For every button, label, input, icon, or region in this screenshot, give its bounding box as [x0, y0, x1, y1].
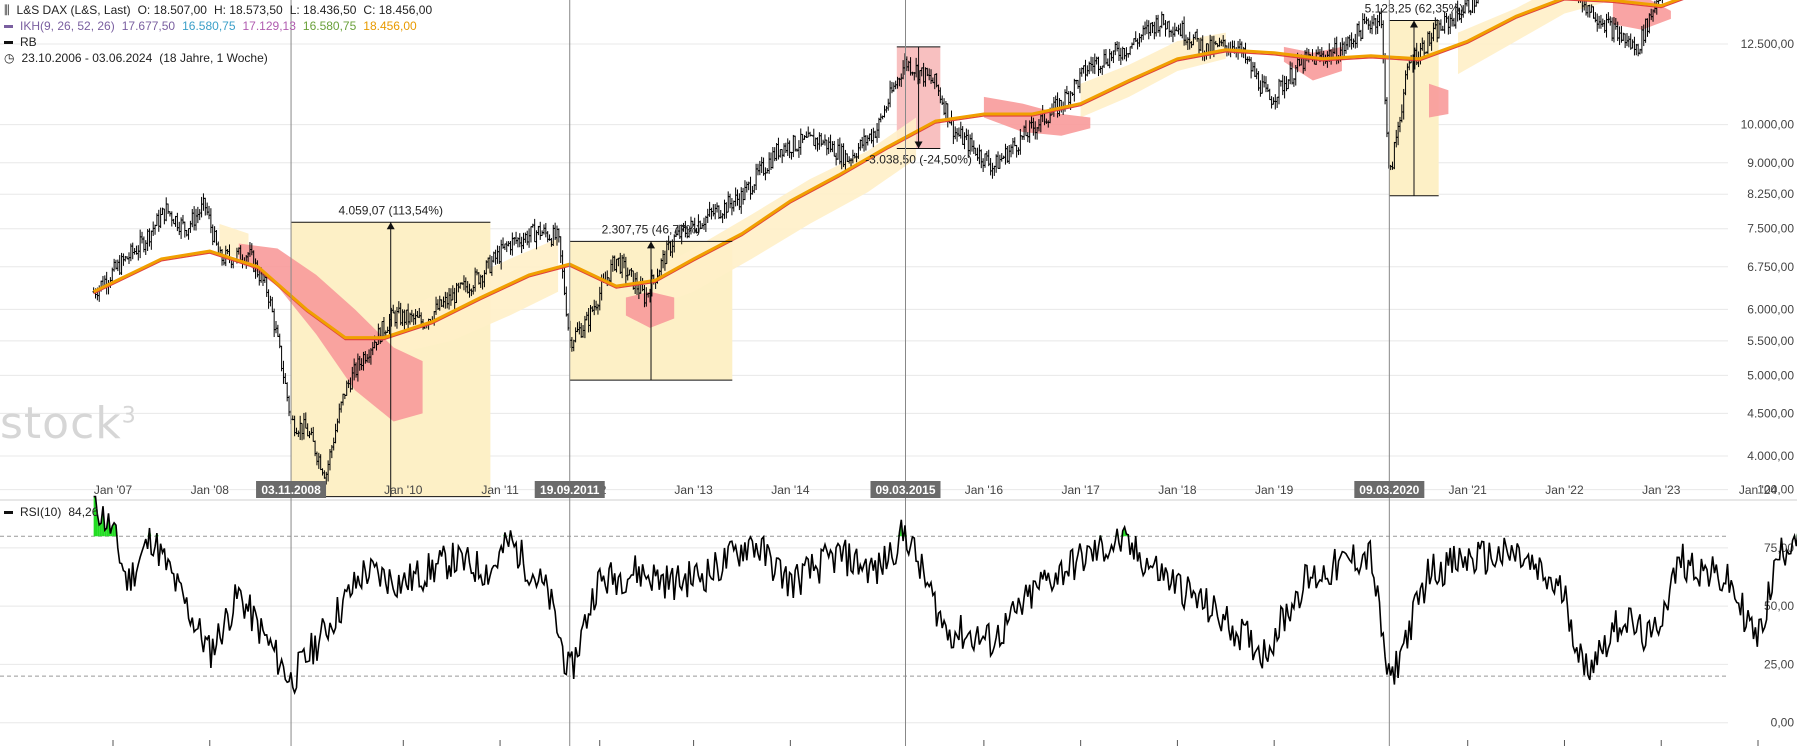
price-axis-label: 9.000,00: [1747, 156, 1794, 170]
ikh-value-2: 16.580,75: [182, 19, 236, 33]
price-axis-label: 8.250,00: [1747, 187, 1794, 201]
moving-average-orange: [92, 0, 1681, 340]
price-axis-label: 10.000,00: [1741, 118, 1795, 132]
ikh-value-1: 17.677,50: [121, 19, 176, 33]
ikh-value-5: 18.456,00: [363, 19, 417, 33]
price-axis-label: 4.500,00: [1747, 406, 1794, 420]
date-flag: 19.09.2011: [534, 481, 605, 498]
rsi-axis-label: 25,00: [1764, 657, 1794, 671]
measure-arrow-head: [1410, 20, 1419, 28]
cloud-bear: [983, 96, 1091, 136]
close-value: C: 18.456,00: [363, 3, 433, 17]
rsi-value: 84,26: [68, 505, 99, 519]
cloud-bear: [625, 291, 675, 328]
cloud-bull: [1670, 0, 1680, 3]
low-value: L: 18.436,50: [289, 3, 357, 17]
date-flag-label: 09.03.2015: [875, 483, 935, 497]
ichimoku-clouds: [219, 0, 1680, 422]
cloud-bull: [1458, 0, 1604, 75]
time-axis-label: Jan '11: [481, 483, 519, 497]
candles: [92, 0, 1663, 485]
time-axis-label: Jan '17: [1061, 483, 1100, 497]
rsi-overbought-fill: [93, 496, 1797, 537]
time-axis-label: Jan '07: [94, 483, 133, 497]
time-axis-label: Jan '18: [1158, 483, 1197, 497]
rsi-axis-label: 75,00: [1764, 541, 1794, 555]
time-axis-label: Jan '14: [771, 483, 810, 497]
date-flag-label: 19.09.2011: [540, 483, 600, 497]
measure-label: -3.038,50 (-24,50%): [865, 153, 972, 167]
rsi-marker-icon: [4, 511, 13, 515]
price-axis-label: 5.000,00: [1747, 368, 1794, 382]
rsi-overbought-area: [93, 496, 96, 537]
rsi-legend[interactable]: RSI(10) 84,26: [4, 505, 105, 520]
date-flag-box: [256, 481, 327, 498]
cloud-bear: [1429, 83, 1449, 118]
time-axis-label: Jan '22: [1545, 483, 1584, 497]
price-axis-label: 5.500,00: [1747, 334, 1794, 348]
time-axis-label: Jan '21: [1449, 483, 1488, 497]
rb-marker-icon: [4, 41, 13, 45]
time-axis-label: Jan '24: [1739, 483, 1778, 497]
price-axis-label: 12.500,00: [1741, 37, 1795, 51]
stock3-logo: stock3: [0, 398, 137, 449]
clock-icon: ◷: [4, 51, 15, 65]
time-axis-label: Jan '10: [384, 483, 423, 497]
date-flag-label: 09.03.2020: [1359, 483, 1419, 497]
rsi-axis-label: 50,00: [1764, 599, 1794, 613]
range-line: ◷ 23.10.2006 - 03.06.2024 (18 Jahre, 1 Woc…: [4, 51, 275, 66]
rsi-line: [93, 495, 1797, 695]
date-flag: 09.03.2015: [870, 481, 941, 498]
rb-label: RB: [20, 35, 37, 49]
time-axis-label: Jan '08: [191, 483, 230, 497]
ikh-value-3: 17.129,13: [242, 19, 296, 33]
instrument-name: L&S DAX (L&S, Last): [16, 3, 131, 17]
time-axis-label: Jan '16: [965, 483, 1004, 497]
ikh-marker-icon: [4, 25, 13, 29]
range-boxes: [291, 20, 1439, 497]
ikh-label: IKH(9, 26, 52, 26): [20, 19, 115, 33]
ikh-line[interactable]: IKH(9, 26, 52, 26) 17.677,50 16.580,75 17.1…: [4, 19, 424, 34]
high-value: H: 18.573,50: [213, 3, 283, 17]
date-range: 23.10.2006 - 03.06.2024: [21, 51, 153, 65]
rsi-label: RSI(10): [20, 505, 62, 519]
measure-label: 5.123,25 (62,35%): [1365, 1, 1464, 15]
open-value: O: 18.507,00: [137, 3, 207, 17]
measure-arrow-head: [647, 241, 656, 249]
instrument-line: ⫼ L&S DAX (L&S, Last) O: 18.507,00 H: 18.57…: [4, 3, 439, 18]
price-axis-label: 4.000,00: [1747, 449, 1794, 463]
moving-average-red: [93, 0, 1684, 341]
time-axis-label: Jan '23: [1642, 483, 1681, 497]
cloud-bull: [1080, 32, 1226, 118]
cloud-bull: [645, 117, 917, 310]
date-flag-label: 03.11.2008: [261, 483, 321, 497]
date-flag-box: [870, 481, 941, 498]
cloud-bear: [238, 243, 423, 422]
date-flag: 03.11.2008: [256, 481, 327, 498]
date-flag-box: [1354, 481, 1425, 498]
measure-label: 4.059,07 (113,54%): [338, 203, 443, 217]
measure-label: 2.307,75 (46,77%): [602, 222, 701, 236]
rsi-axis-label: 100,00: [1757, 483, 1794, 497]
date-range-note: (18 Jahre, 1 Woche): [159, 51, 268, 65]
date-flag-box: [534, 481, 605, 498]
measure-arrow-head: [386, 222, 395, 230]
date-flag: 09.03.2020: [1354, 481, 1425, 498]
ikh-value-4: 16.580,75: [302, 19, 357, 33]
price-axis-label: 6.000,00: [1747, 302, 1794, 316]
rb-line[interactable]: RB: [4, 35, 44, 50]
cloud-bull: [393, 238, 559, 355]
time-axis-label: Jan '13: [674, 483, 713, 497]
price-axis-label: 6.750,00: [1747, 260, 1794, 274]
measure-arrow-head: [914, 141, 923, 149]
rsi-overbought-area: [99, 523, 102, 537]
time-axis-label: Jan '19: [1255, 483, 1294, 497]
rsi-axis-label: 0,00: [1771, 716, 1795, 730]
candlestick-icon: ⫼: [4, 3, 10, 17]
price-axis-label: 7.500,00: [1747, 222, 1794, 236]
